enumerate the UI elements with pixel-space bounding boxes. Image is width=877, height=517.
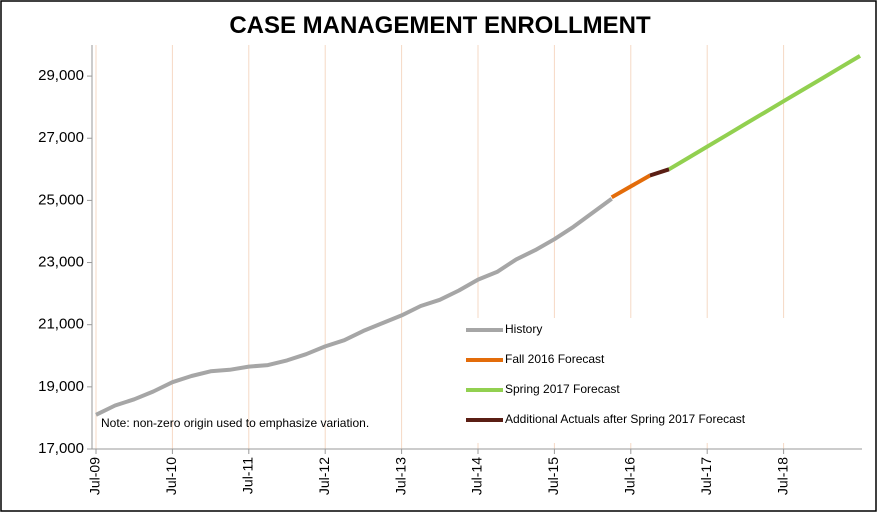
legend-label: Additional Actuals after Spring 2017 For…: [505, 412, 746, 426]
legend-label: Fall 2016 Forecast: [505, 352, 605, 366]
chart-title: CASE MANAGEMENT ENROLLMENT: [229, 12, 651, 39]
series-line: [610, 173, 651, 200]
x-tick-label: Jul-18: [774, 457, 790, 495]
x-tick-label: Jul-16: [622, 457, 638, 495]
series-line: [95, 197, 613, 417]
x-tick-label: Jul-17: [698, 457, 714, 495]
x-tick-label: Jul-11: [240, 457, 256, 494]
x-tick-label: Jul-10: [163, 457, 179, 495]
y-tick-label: 25,000: [38, 191, 84, 208]
x-tick-label: Jul-12: [316, 457, 332, 495]
x-tick-label: Jul-09: [87, 457, 103, 495]
annotation: Note: non-zero origin used to emphasize …: [101, 416, 369, 430]
y-tick-label: 29,000: [38, 67, 84, 84]
y-tick-label: 23,000: [38, 254, 84, 271]
legend-label: Spring 2017 Forecast: [505, 382, 620, 396]
y-tick-label: 21,000: [38, 316, 84, 333]
series-line: [667, 54, 862, 172]
x-tick-label: Jul-15: [545, 457, 561, 495]
y-tick-label: 27,000: [38, 129, 84, 146]
x-tick-label: Jul-14: [469, 457, 485, 495]
legend-box: [458, 318, 858, 443]
legend-label: History: [505, 322, 542, 336]
y-tick-label: 17,000: [38, 440, 84, 457]
series-line: [649, 167, 670, 178]
y-tick-label: 19,000: [38, 378, 84, 395]
x-tick-label: Jul-13: [392, 457, 408, 495]
